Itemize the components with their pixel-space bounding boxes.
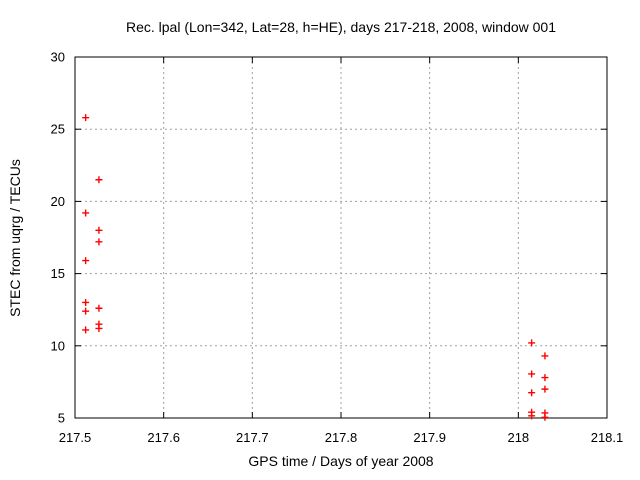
data-point-marker	[528, 412, 536, 420]
y-tick-label: 30	[51, 50, 65, 65]
data-point-marker	[541, 413, 549, 421]
x-tick-label: 217.5	[59, 430, 92, 445]
data-point-marker	[82, 114, 90, 122]
axis-tick-labels: 217.5 217.6 217.7 217.8 217.9 218 218.1 5 10 15 20…	[51, 50, 624, 446]
grid-lines	[75, 57, 607, 418]
x-tick-label: 218	[507, 430, 529, 445]
x-tick-label: 217.8	[325, 430, 358, 445]
y-tick-label: 5	[58, 411, 65, 426]
y-tick-label: 25	[51, 122, 65, 137]
plot-border	[74, 56, 608, 419]
y-tick-label: 20	[51, 194, 65, 209]
x-tick-label: 217.6	[147, 430, 180, 445]
data-points	[82, 114, 549, 421]
data-point-marker	[528, 389, 536, 397]
data-point-marker	[528, 370, 536, 378]
data-point-marker	[82, 307, 90, 315]
x-tick-label: 218.1	[591, 430, 624, 445]
data-point-marker	[82, 326, 90, 334]
data-point-marker	[82, 257, 90, 265]
data-point-marker	[95, 238, 103, 246]
chart-title: Rec. lpal (Lon=342, Lat=28, h=HE), days …	[126, 19, 556, 35]
x-tick-label: 217.9	[413, 430, 446, 445]
data-point-marker	[541, 374, 549, 382]
data-point-marker	[528, 339, 536, 347]
data-point-marker	[95, 176, 103, 184]
data-point-marker	[82, 298, 90, 306]
data-point-marker	[541, 385, 549, 393]
data-point-marker	[82, 209, 90, 217]
y-tick-label: 10	[51, 338, 65, 353]
data-point-marker	[95, 324, 103, 332]
x-tick-label: 217.7	[236, 430, 269, 445]
data-point-marker	[95, 304, 103, 312]
x-axis-label: GPS time / Days of year 2008	[248, 453, 433, 469]
y-tick-label: 15	[51, 266, 65, 281]
data-point-marker	[95, 226, 103, 234]
data-point-marker	[541, 352, 549, 360]
y-axis-label: STEC from uqrg / TECUs	[7, 159, 23, 317]
